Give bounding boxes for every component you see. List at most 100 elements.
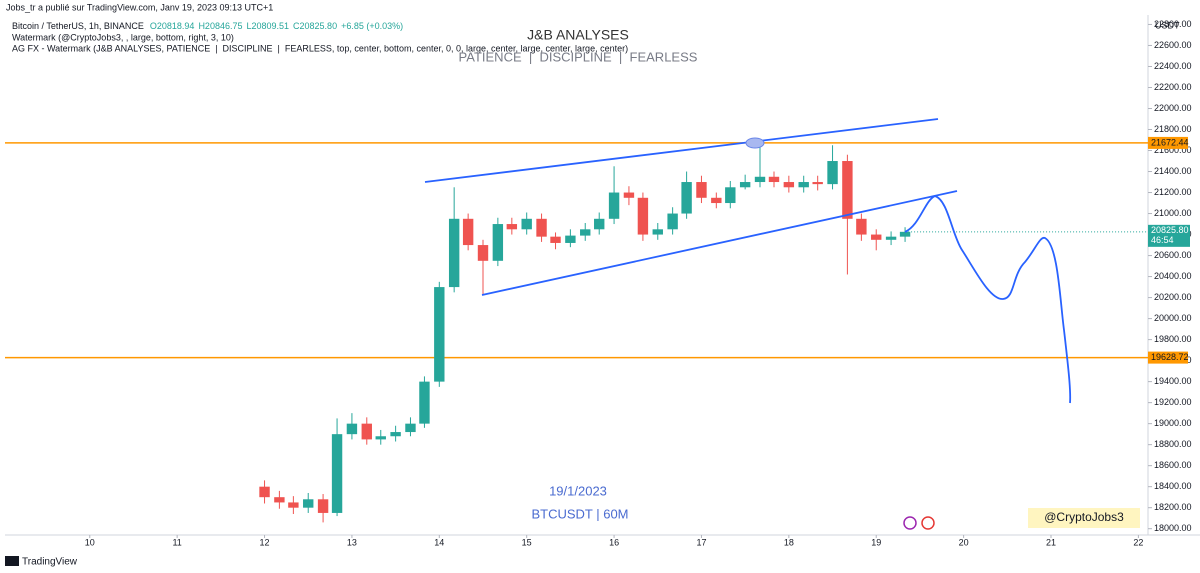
candle-body (565, 235, 576, 243)
candle-body (550, 236, 561, 243)
candle-body (274, 497, 285, 503)
plot (5, 142, 1148, 523)
candle-body (434, 287, 445, 382)
ohlc-low: L20809.51 (246, 21, 289, 31)
candle-body (652, 229, 663, 235)
candle-body (711, 197, 722, 204)
candle-body (681, 182, 692, 214)
candle-body (521, 218, 532, 230)
candle-body (259, 486, 270, 498)
ohlc-high: H20846.75 (198, 21, 242, 31)
timeframe-note: BTCUSDT | 60M (531, 506, 628, 521)
candle-body (637, 197, 649, 235)
y-tick-label: 21400.00 (1154, 166, 1192, 176)
symbol: Bitcoin / TetherUS, 1h, BINANCE (12, 21, 144, 31)
brand-logo (5, 556, 19, 566)
candle-body (361, 423, 372, 440)
candle-body (536, 218, 547, 237)
y-tick-label: 22800.00 (1154, 19, 1192, 29)
y-tick-label: 18400.00 (1154, 481, 1192, 491)
y-tick-label: 21800.00 (1154, 124, 1192, 134)
ohlc-close: C20825.80 (293, 21, 337, 31)
event-icon (903, 516, 917, 530)
y-tick-label: 22200.00 (1154, 82, 1192, 92)
candle-body (506, 224, 518, 230)
projection-curve (904, 195, 1072, 404)
candle-body (288, 502, 299, 508)
x-tick-label: 16 (609, 537, 619, 547)
x-tick-label: 17 (696, 537, 706, 547)
y-tick-label: 22000.00 (1154, 103, 1192, 113)
watermark-box (1028, 508, 1140, 528)
candle-body (346, 423, 358, 435)
candle-body (696, 182, 707, 198)
x-tick-label: 13 (347, 537, 357, 547)
candle-body (856, 218, 867, 235)
y-tick-label: 20200.00 (1154, 292, 1192, 302)
y-tick-label: 19400.00 (1154, 376, 1192, 386)
y-tick-label: 21000.00 (1154, 208, 1192, 218)
y-tick-label: 22400.00 (1154, 61, 1192, 71)
price-level-tag (1148, 351, 1188, 364)
candle-body (783, 182, 795, 188)
y-tick-label: 19000.00 (1154, 418, 1192, 428)
y-tick-label: 21200.00 (1154, 187, 1192, 197)
candle-body (667, 213, 678, 230)
y-tick-label: 18800.00 (1154, 439, 1192, 449)
candle-body (827, 161, 838, 185)
candle-body (303, 499, 314, 508)
candle-body (871, 234, 882, 240)
candle-body (419, 381, 430, 424)
candle-body (331, 434, 343, 513)
y-tick-label: 22600.00 (1154, 40, 1192, 50)
trend-line (481, 190, 958, 296)
candle-body (594, 218, 605, 230)
x-tick-label: 22 (1133, 537, 1143, 547)
candle-body (317, 499, 329, 513)
y-tick-label: 20600.00 (1154, 250, 1192, 260)
x-tick-label: 11 (172, 537, 181, 547)
trend-line (424, 118, 939, 183)
y-tick-label: 18600.00 (1154, 460, 1192, 470)
date-note: 19/1/2023 (549, 483, 607, 498)
watermark: @CryptoJobs3 (1044, 510, 1124, 524)
candle-body (798, 182, 809, 188)
candle-body (477, 245, 489, 261)
x-tick-label: 10 (85, 537, 95, 547)
last-price-label: 20825.80 (1151, 225, 1189, 235)
candle-body (608, 192, 620, 219)
chart-subtitle: PATIENCE | DISCIPLINE | FEARLESS (459, 49, 698, 64)
candle-body (885, 236, 897, 240)
y-tick-label: 21600.00 (1154, 145, 1192, 155)
y-tick-label: 18200.00 (1154, 502, 1192, 512)
candle-body (462, 218, 474, 246)
candle-body (390, 432, 401, 437)
candle-body (375, 436, 386, 440)
brand: TradingView (22, 557, 78, 568)
y-tick-label: 18000.00 (1154, 523, 1192, 533)
y-tick-label: 20400.00 (1154, 271, 1192, 281)
candle-body (842, 161, 853, 219)
price-level-tag (1148, 136, 1188, 149)
candle-body (448, 218, 460, 288)
candle-body (725, 187, 736, 204)
touch-marker (745, 137, 765, 149)
currency: USDT (1155, 20, 1180, 30)
last-price-tag (1148, 224, 1190, 247)
x-tick-label: 18 (784, 537, 794, 547)
y-tick-label: 19800.00 (1154, 334, 1192, 344)
symbol-header: Bitcoin / TetherUS, 1h, BINANCE O20818.94… (12, 21, 403, 31)
price-level-label: 19628.72 (1151, 352, 1189, 362)
countdown: 46:54 (1151, 235, 1174, 245)
y-tick-label: 19200.00 (1154, 397, 1192, 407)
candle-body (405, 423, 416, 433)
indicator: AG FX - Watermark (J&B ANALYSES, PATIENC… (12, 43, 628, 53)
candle-body (754, 176, 766, 183)
x-tick-label: 21 (1046, 537, 1056, 547)
x-tick-label: 14 (434, 537, 444, 547)
indicator: Watermark (@CryptoJobs3, , large, bottom… (12, 32, 234, 42)
x-tick-label: 20 (959, 537, 969, 547)
candle-body (899, 231, 911, 237)
price-level-label: 21672.44 (1151, 137, 1189, 147)
